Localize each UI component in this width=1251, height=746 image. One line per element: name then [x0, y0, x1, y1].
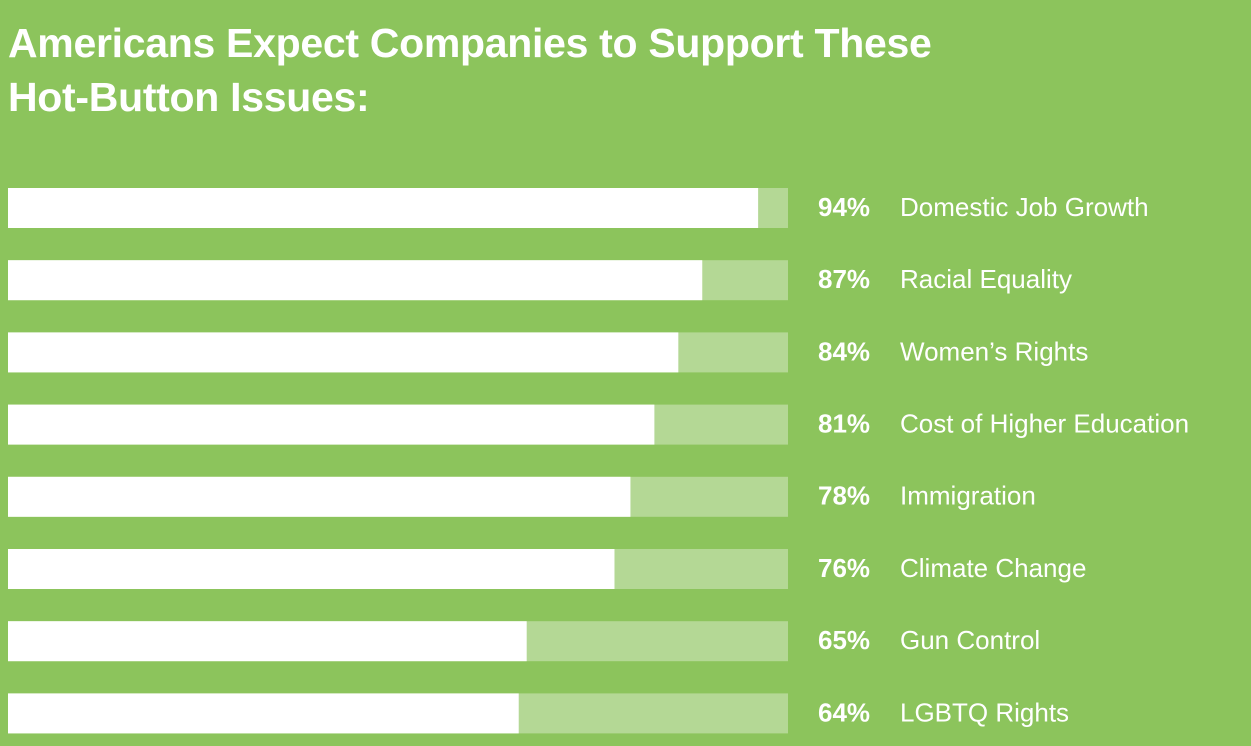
- chart-title: Americans Expect Companies to Support Th…: [8, 20, 932, 120]
- category-label: Gun Control: [900, 625, 1040, 655]
- value-label: 78%: [818, 481, 870, 511]
- bar: [8, 476, 631, 517]
- category-label: Climate Change: [900, 553, 1086, 583]
- value-label: 76%: [818, 553, 870, 583]
- value-label: 65%: [818, 625, 870, 655]
- category-label: Immigration: [900, 481, 1036, 511]
- value-label: 84%: [818, 336, 870, 366]
- category-label: Cost of Higher Education: [900, 408, 1189, 438]
- value-label: 94%: [818, 192, 870, 222]
- category-label: LGBTQ Rights: [900, 697, 1069, 727]
- bar: [8, 188, 759, 228]
- bar: [8, 693, 519, 734]
- bar: [8, 621, 527, 662]
- value-label: 87%: [818, 264, 870, 294]
- bar: [8, 260, 703, 301]
- category-label: Women’s Rights: [900, 336, 1088, 366]
- bar: [8, 404, 655, 445]
- category-label: Domestic Job Growth: [900, 192, 1149, 222]
- category-label: Racial Equality: [900, 264, 1072, 294]
- bar: [8, 332, 679, 373]
- value-label: 64%: [818, 697, 870, 727]
- value-label: 81%: [818, 408, 870, 438]
- bar: [8, 549, 615, 589]
